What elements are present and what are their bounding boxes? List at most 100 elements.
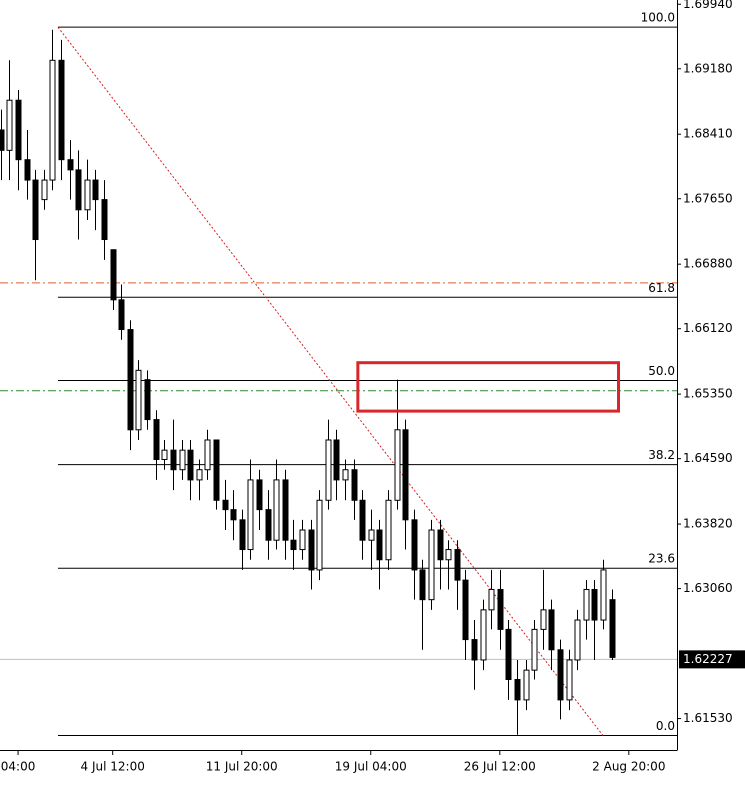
candle-body — [273, 479, 280, 541]
y-tick-label: 1.68410 — [683, 127, 733, 141]
candle-body — [514, 679, 521, 701]
candle-body — [548, 609, 555, 651]
candle-body — [15, 99, 22, 161]
candle-body — [170, 449, 177, 471]
candle-body — [144, 379, 151, 421]
candle-body — [462, 579, 469, 641]
candle-body — [49, 59, 56, 181]
candle-body — [101, 199, 108, 241]
candle-body — [359, 499, 366, 541]
fib-label: 23.6 — [648, 552, 675, 566]
candle-body — [523, 669, 530, 701]
y-tick-label: 1.61530 — [683, 711, 733, 725]
candle-body — [471, 639, 478, 661]
candle-body — [239, 519, 246, 551]
candle-body — [204, 439, 211, 471]
x-tick-label: 4 Jul 12:00 — [81, 760, 145, 774]
candle-body — [540, 609, 547, 630]
candle-body — [394, 429, 401, 501]
candle-body — [591, 588, 598, 621]
candle-body — [351, 469, 358, 501]
candle-body — [376, 529, 383, 561]
candle-body — [411, 519, 418, 571]
candle-body — [179, 449, 186, 471]
candle-body — [24, 159, 31, 181]
x-tick-label: 26 Jul 12:00 — [464, 760, 536, 774]
y-tick-label: 1.67650 — [683, 191, 733, 205]
candle-body — [41, 179, 48, 201]
candle-body — [67, 159, 74, 171]
candle-body — [58, 59, 65, 161]
candle-body — [230, 509, 237, 521]
candle-body — [419, 569, 426, 601]
candle-body — [118, 299, 125, 331]
candle-body — [445, 549, 452, 561]
candle-body — [299, 529, 306, 551]
fib-label: 38.2 — [648, 448, 675, 462]
rectangle-zone — [356, 361, 621, 413]
candle-body — [437, 529, 444, 561]
candle-body — [600, 569, 607, 621]
candle-body — [609, 599, 616, 658]
fib-label: 100.0 — [641, 11, 675, 25]
candle-body — [282, 479, 289, 541]
candle-body — [325, 439, 332, 501]
candle-body — [92, 179, 99, 201]
candle-body — [316, 499, 323, 571]
candle-body — [428, 529, 435, 601]
x-tick-label: 04:00 — [1, 760, 36, 774]
x-tick-label: 19 Jul 04:00 — [335, 760, 407, 774]
candle-body — [480, 609, 487, 661]
candle-body — [213, 439, 220, 501]
x-tick-label: 2 Aug 20:00 — [592, 760, 665, 774]
candle-body — [368, 529, 375, 541]
candle-body — [402, 429, 409, 521]
candle-body — [308, 529, 315, 571]
x-tick-label: 11 Jul 20:00 — [206, 760, 278, 774]
fib-label: 50.0 — [648, 364, 675, 378]
y-tick-label: 1.66880 — [683, 257, 733, 271]
candle-body — [0, 129, 5, 151]
candle-body — [290, 539, 297, 551]
candle-body — [84, 179, 91, 211]
candle-body — [161, 449, 168, 461]
candle-body — [6, 99, 13, 151]
y-tick-label: 1.63060 — [683, 581, 733, 595]
candle-body — [222, 499, 229, 511]
candle-body — [454, 549, 461, 581]
y-tick-label: 1.65350 — [683, 387, 733, 401]
y-tick-label: 1.69940 — [683, 0, 733, 11]
candle-body — [127, 329, 134, 431]
candle-body — [531, 628, 538, 671]
fib-label: 0.0 — [656, 719, 675, 733]
candle-body — [333, 439, 340, 481]
candle-body — [75, 169, 82, 211]
candle-body — [505, 628, 512, 681]
last-price-label: 1.62227 — [683, 652, 733, 666]
candle-body — [196, 469, 203, 481]
candle-body — [153, 419, 160, 461]
candle-body — [497, 588, 504, 630]
candle-body — [187, 449, 194, 481]
candle-body — [135, 369, 142, 431]
candle-body — [583, 588, 590, 621]
candle-body — [256, 479, 263, 511]
fib-label: 61.8 — [648, 281, 675, 295]
candle-body — [557, 649, 564, 701]
candle-body — [574, 619, 581, 661]
y-tick-label: 1.66120 — [683, 321, 733, 335]
candle-body — [110, 249, 117, 301]
candle-body — [247, 479, 254, 551]
last-price-box — [679, 650, 745, 669]
y-tick-label: 1.64590 — [683, 451, 733, 465]
candle-body — [385, 499, 392, 561]
candle-body — [32, 179, 39, 241]
candle-body — [566, 659, 573, 701]
candle-body — [342, 469, 349, 481]
y-tick-label: 1.69180 — [683, 61, 733, 75]
candle-body — [488, 588, 495, 611]
candle-body — [265, 509, 272, 541]
y-tick-label: 1.63820 — [683, 517, 733, 531]
